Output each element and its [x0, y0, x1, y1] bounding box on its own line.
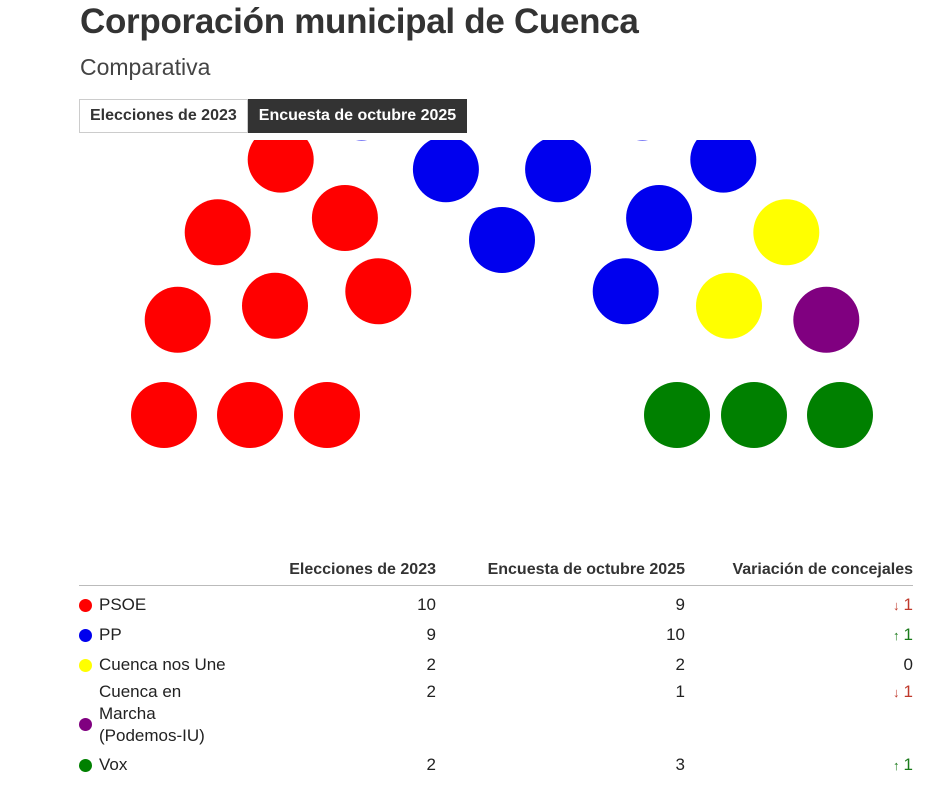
- seat-psoe: [242, 272, 308, 339]
- variation-value: 1: [903, 755, 913, 774]
- table-body: PSOE 10 9 ↓ 1 PP 9 10 ↑ 1 Cuenca nos Une 2 2 0 Cuenca …: [79, 586, 913, 784]
- seat-vox: [644, 382, 710, 448]
- page-subtitle: Comparativa: [80, 54, 211, 80]
- parliament-chart: [131, 140, 873, 448]
- variation-value: 0: [903, 655, 913, 674]
- variation-value: 1: [903, 682, 913, 701]
- party-color-swatch: [79, 758, 92, 772]
- seat-psoe: [311, 185, 378, 251]
- seat-pp: [469, 207, 535, 273]
- variation-cell: ↓ 1: [685, 594, 913, 617]
- tab-encuesta-octubre-2025[interactable]: Encuesta de octubre 2025: [247, 99, 468, 133]
- value-2023: 2: [426, 755, 436, 774]
- seat-cuenca-nos-une: [753, 199, 820, 266]
- table-row: PP 9 10 ↑ 1: [79, 624, 913, 654]
- seat-vox: [721, 382, 787, 448]
- seat-pp: [355, 140, 368, 141]
- party-cell: PP: [79, 624, 259, 646]
- value-2023: 9: [426, 625, 436, 644]
- party-cell: PSOE: [79, 594, 259, 616]
- seat-pp: [636, 140, 649, 141]
- value-2023: 2: [426, 655, 436, 674]
- seat-pp: [592, 258, 659, 325]
- table-row: Cuenca en Marcha (Podemos-IU) 2 1 ↓ 1: [79, 681, 913, 754]
- seat-pp: [690, 140, 757, 193]
- comparison-table: Elecciones de 2023 Encuesta de octubre 2…: [79, 555, 913, 784]
- party-color-swatch: [79, 717, 92, 731]
- arrow-up-icon: ↑: [893, 628, 900, 643]
- party-cell: Cuenca en Marcha (Podemos-IU): [79, 681, 259, 747]
- value-2025: 2: [675, 655, 685, 674]
- variation-cell: ↓ 1: [685, 681, 913, 704]
- tab-elecciones-2023[interactable]: Elecciones de 2023: [79, 99, 248, 133]
- seat-pp: [525, 140, 592, 203]
- page-title: Corporación municipal de Cuenca: [80, 2, 639, 41]
- party-color-swatch: [79, 628, 92, 642]
- seat-cuenca-nos-une: [696, 272, 762, 339]
- seat-pp: [626, 185, 693, 251]
- table-row: Cuenca nos Une 2 2 0: [79, 654, 913, 681]
- seat-cuenca-en-marcha-podemos-iu: [793, 286, 860, 353]
- table-header: Elecciones de 2023 Encuesta de octubre 2…: [79, 555, 913, 586]
- party-name: PSOE: [99, 595, 147, 614]
- header-variacion: Variación de concejales: [732, 561, 913, 578]
- variation-value: 1: [903, 625, 913, 644]
- value-2025: 9: [675, 595, 685, 614]
- seat-psoe: [217, 382, 283, 448]
- value-2023: 10: [417, 595, 436, 614]
- party-name: Vox: [99, 755, 128, 774]
- party-name: Cuenca en Marcha (Podemos-IU): [99, 682, 205, 745]
- seat-pp: [412, 140, 479, 203]
- seat-vox: [807, 382, 873, 448]
- view-tabs: Elecciones de 2023 Encuesta de octubre 2…: [79, 99, 468, 133]
- arrow-down-icon: ↓: [893, 598, 900, 613]
- variation-cell: ↑ 1: [685, 754, 913, 777]
- arrow-down-icon: ↓: [893, 685, 900, 700]
- seat-psoe: [184, 199, 251, 266]
- seat-psoe: [294, 382, 360, 448]
- value-2025: 1: [675, 682, 685, 701]
- variation-value: 1: [903, 595, 913, 614]
- table-row: Vox 2 3 ↑ 1: [79, 754, 913, 784]
- seat-psoe: [345, 258, 412, 325]
- header-elecciones-2023: Elecciones de 2023: [289, 561, 436, 578]
- party-cell: Cuenca nos Une: [79, 654, 259, 676]
- party-name: Cuenca nos Une: [99, 655, 226, 674]
- party-cell: Vox: [79, 754, 259, 776]
- seat-psoe: [144, 286, 211, 353]
- party-color-swatch: [79, 658, 92, 672]
- arrow-up-icon: ↑: [893, 758, 900, 773]
- value-2023: 2: [426, 682, 436, 701]
- party-color-swatch: [79, 598, 92, 612]
- value-2025: 10: [666, 625, 685, 644]
- variation-cell: ↑ 1: [685, 624, 913, 647]
- seat-psoe: [131, 382, 197, 448]
- header-encuesta-2025: Encuesta de octubre 2025: [487, 561, 685, 578]
- value-2025: 3: [675, 755, 685, 774]
- seat-psoe: [247, 140, 314, 193]
- table-row: PSOE 10 9 ↓ 1: [79, 586, 913, 624]
- variation-cell: 0: [685, 654, 913, 677]
- party-name: PP: [99, 625, 122, 644]
